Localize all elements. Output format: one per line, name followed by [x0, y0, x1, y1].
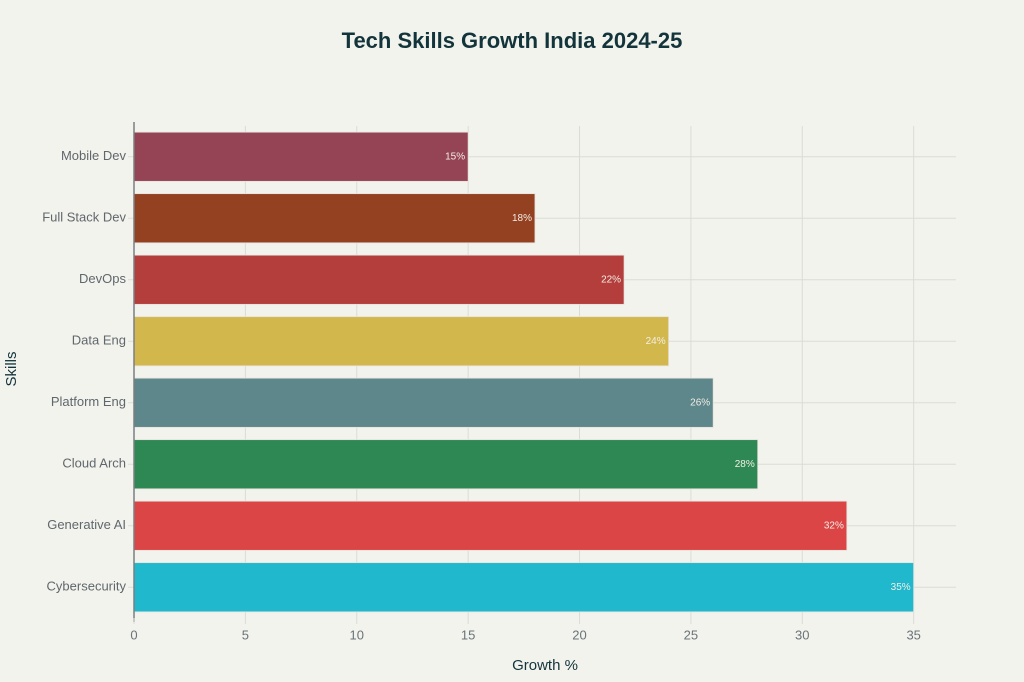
- bar-devops: [133, 254, 625, 305]
- x-tick-label: 30: [795, 627, 809, 642]
- data-label: 35%: [891, 582, 911, 593]
- y-tick-label: Mobile Dev: [61, 148, 127, 163]
- y-tick-label: Full Stack Dev: [42, 210, 126, 225]
- x-tick-label: 20: [572, 627, 586, 642]
- chart-title: Tech Skills Growth India 2024-25: [341, 28, 683, 53]
- x-axis-title: Growth %: [512, 657, 578, 674]
- data-label: 24%: [646, 336, 666, 347]
- bars: [133, 131, 915, 613]
- y-tick-label: DevOps: [79, 271, 126, 286]
- data-label: 32%: [824, 520, 844, 531]
- bar-cybersecurity: [133, 562, 915, 613]
- x-tick-label: 35: [906, 627, 920, 642]
- data-labels: 15% 18% 22% 24% 26% 28% 32% 35%: [445, 151, 911, 593]
- y-axis: Mobile Dev Full Stack Dev DevOps Data Eng Pl…: [42, 122, 135, 622]
- bar-full-stack-dev: [133, 193, 536, 244]
- y-axis-title: Skills: [3, 351, 20, 386]
- bar-mobile-dev: [133, 131, 469, 182]
- bar-platform-eng: [133, 377, 714, 428]
- bar-data-eng: [133, 316, 670, 367]
- data-label: 15%: [445, 151, 465, 162]
- y-tick-label: Cloud Arch: [62, 456, 126, 471]
- x-tick-label: 0: [130, 627, 137, 642]
- y-tick-label: Data Eng: [72, 333, 126, 348]
- bar-cloud-arch: [133, 439, 759, 490]
- data-label: 18%: [512, 213, 532, 224]
- y-tick-label: Platform Eng: [51, 394, 126, 409]
- x-tick-label: 5: [242, 627, 249, 642]
- x-tick-label: 15: [461, 627, 475, 642]
- y-tick-label: Cybersecurity: [47, 579, 127, 594]
- x-tick-label: 10: [350, 627, 364, 642]
- x-tick-label: 25: [684, 627, 698, 642]
- data-label: 28%: [735, 459, 755, 470]
- x-axis: 0 5 10 15 20 25 30 35: [130, 618, 921, 642]
- y-tick-label: Generative AI: [47, 517, 126, 532]
- data-label: 22%: [601, 274, 621, 285]
- bar-generative-ai: [133, 500, 848, 551]
- data-label: 26%: [690, 397, 710, 408]
